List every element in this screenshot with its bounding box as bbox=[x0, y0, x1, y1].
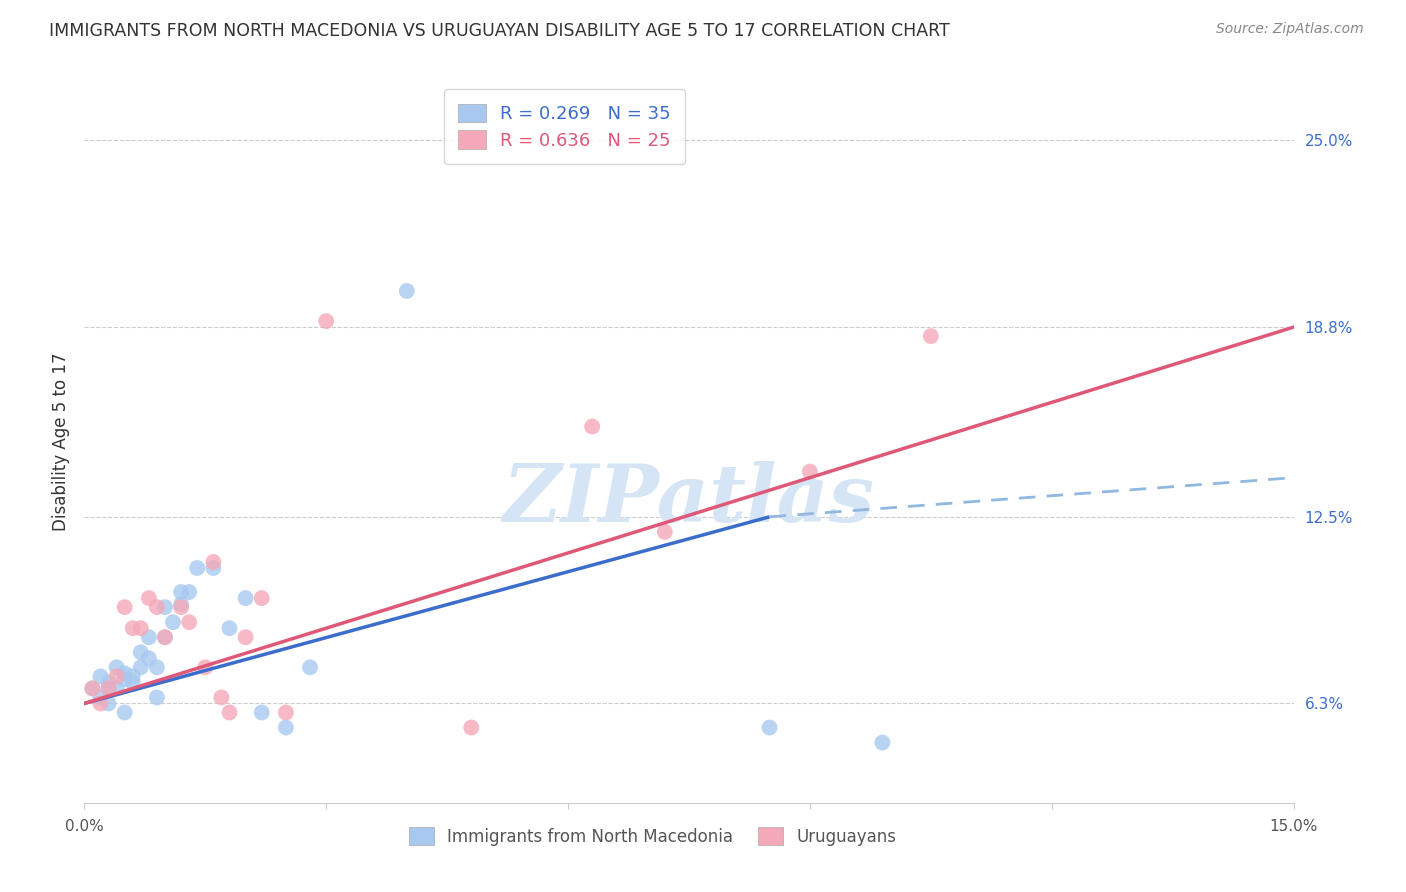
Point bbox=[581, 419, 603, 434]
Point bbox=[872, 735, 894, 749]
Point bbox=[654, 524, 676, 539]
Point bbox=[274, 721, 297, 735]
Point bbox=[179, 585, 201, 599]
Point bbox=[114, 666, 136, 681]
Point bbox=[89, 690, 111, 705]
Point bbox=[153, 630, 176, 644]
Point bbox=[315, 314, 337, 328]
Point bbox=[114, 600, 136, 615]
Point bbox=[97, 681, 120, 696]
Point bbox=[920, 329, 942, 343]
Point bbox=[194, 660, 217, 674]
Point bbox=[105, 681, 128, 696]
Point bbox=[129, 660, 152, 674]
Point bbox=[162, 615, 184, 630]
Point bbox=[235, 591, 257, 606]
Text: IMMIGRANTS FROM NORTH MACEDONIA VS URUGUAYAN DISABILITY AGE 5 TO 17 CORRELATION : IMMIGRANTS FROM NORTH MACEDONIA VS URUGU… bbox=[49, 22, 950, 40]
Point bbox=[395, 284, 418, 298]
Point bbox=[97, 697, 120, 711]
Point bbox=[138, 651, 160, 665]
Point bbox=[121, 669, 143, 683]
Y-axis label: Disability Age 5 to 17: Disability Age 5 to 17 bbox=[52, 352, 70, 531]
Point bbox=[186, 561, 208, 575]
Point bbox=[82, 681, 104, 696]
Point bbox=[146, 660, 169, 674]
Point bbox=[121, 621, 143, 635]
Point bbox=[153, 630, 176, 644]
Point bbox=[202, 561, 225, 575]
Point bbox=[460, 721, 482, 735]
Point bbox=[114, 706, 136, 720]
Point bbox=[202, 555, 225, 569]
Point bbox=[218, 621, 240, 635]
Point bbox=[114, 673, 136, 687]
Point bbox=[129, 645, 152, 659]
Point bbox=[105, 660, 128, 674]
Point bbox=[799, 465, 821, 479]
Point bbox=[179, 615, 201, 630]
Point bbox=[97, 681, 120, 696]
Point bbox=[121, 675, 143, 690]
Point bbox=[170, 585, 193, 599]
Point bbox=[89, 697, 111, 711]
Point bbox=[170, 600, 193, 615]
Point bbox=[250, 591, 273, 606]
Point bbox=[218, 706, 240, 720]
Point bbox=[105, 669, 128, 683]
Text: ZIPatlas: ZIPatlas bbox=[503, 460, 875, 538]
Point bbox=[153, 600, 176, 615]
Point bbox=[89, 669, 111, 683]
Point bbox=[82, 681, 104, 696]
Point bbox=[97, 675, 120, 690]
Point bbox=[274, 706, 297, 720]
Point bbox=[129, 621, 152, 635]
Text: Source: ZipAtlas.com: Source: ZipAtlas.com bbox=[1216, 22, 1364, 37]
Point bbox=[235, 630, 257, 644]
Point bbox=[250, 706, 273, 720]
Point bbox=[138, 591, 160, 606]
Point bbox=[758, 721, 780, 735]
Point bbox=[138, 630, 160, 644]
Point bbox=[146, 690, 169, 705]
Point bbox=[170, 597, 193, 611]
Legend: Immigrants from North Macedonia, Uruguayans: Immigrants from North Macedonia, Uruguay… bbox=[402, 821, 903, 852]
Point bbox=[209, 690, 232, 705]
Point bbox=[146, 600, 169, 615]
Point bbox=[299, 660, 322, 674]
